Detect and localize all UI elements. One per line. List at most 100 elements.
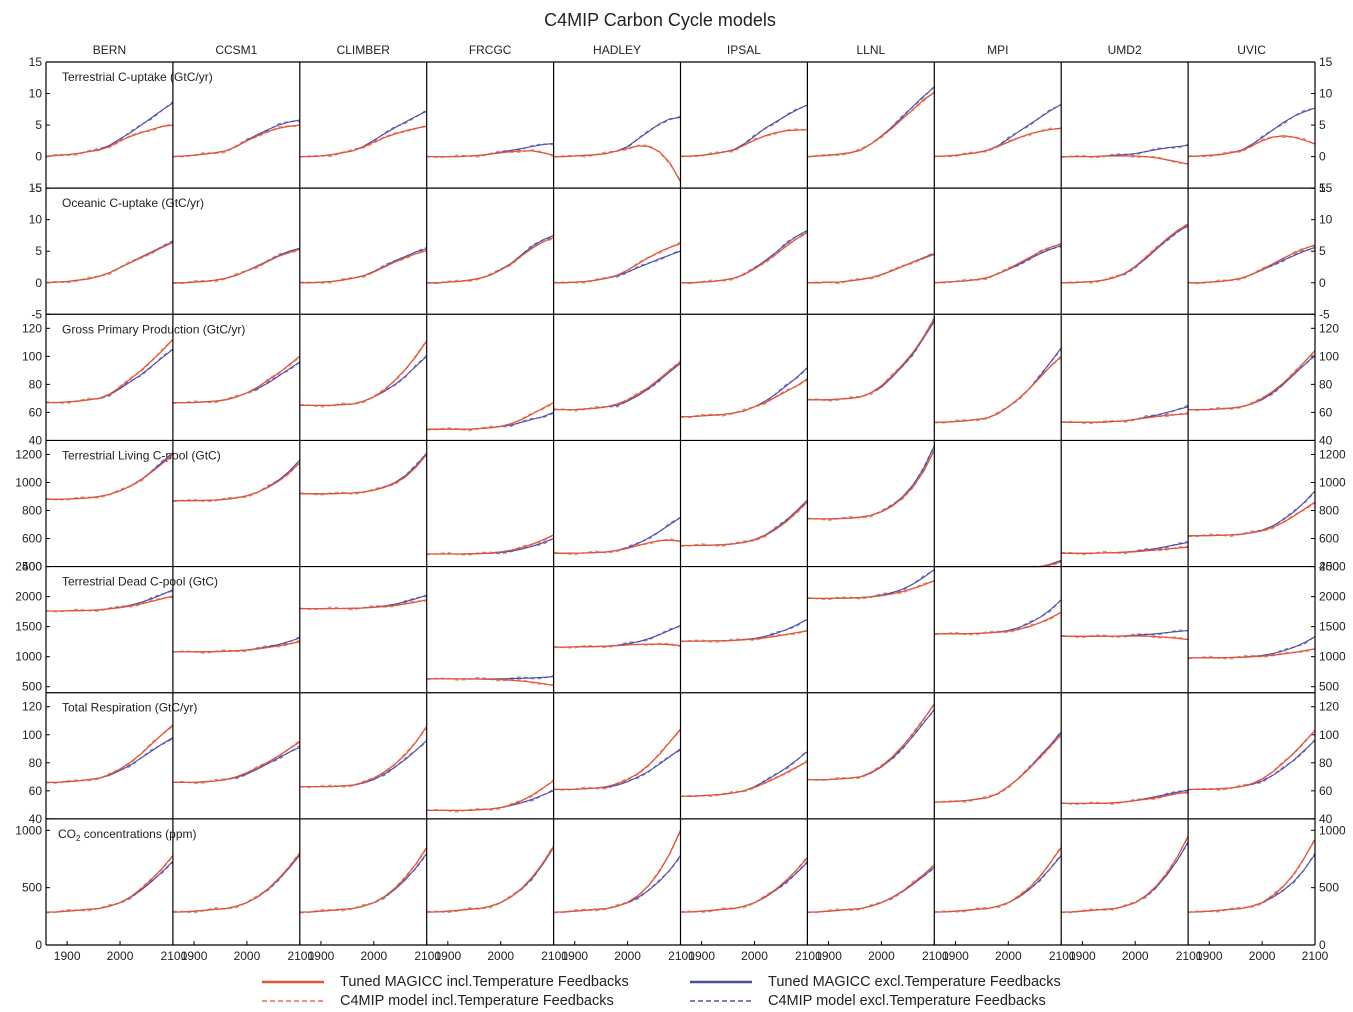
xtick-label: 2100 <box>1302 949 1329 963</box>
xtick-label: 1900 <box>54 949 81 963</box>
row-label-1: Oceanic C-uptake (GtC/yr) <box>62 196 204 210</box>
xtick-label: 2000 <box>107 949 134 963</box>
series-line-c4mip-incl <box>172 852 301 914</box>
xtick-label: 1900 <box>434 949 461 963</box>
series-line-magicc-excl <box>426 847 555 913</box>
ytick-right: 80 <box>1319 756 1333 770</box>
series-line-magicc-excl <box>807 321 935 401</box>
xtick-label: 2100 <box>1176 949 1203 963</box>
ytick-left: 1000 <box>15 475 42 489</box>
series-line-c4mip-excl <box>934 853 1062 913</box>
ytick-left: 100 <box>22 349 42 363</box>
series-line-magicc-incl <box>426 846 555 913</box>
ytick-right: 400 <box>1319 560 1339 574</box>
series-line-magicc-incl <box>934 355 1062 423</box>
series-line-magicc-excl <box>299 739 428 788</box>
ytick-left: 40 <box>29 433 43 447</box>
series-line-magicc-incl <box>934 561 1062 568</box>
ytick-left: 80 <box>29 377 43 391</box>
ytick-left: 15 <box>29 181 43 195</box>
series-line-magicc-incl <box>934 847 1062 913</box>
ytick-right: 500 <box>1319 881 1339 895</box>
series-line-magicc-excl <box>299 852 428 913</box>
ytick-right: 1500 <box>1319 620 1346 634</box>
xtick-label: 2000 <box>1249 949 1276 963</box>
model-header-mpi: MPI <box>987 43 1008 57</box>
series-line-c4mip-incl <box>1061 411 1189 425</box>
series-line-c4mip-excl <box>299 853 428 914</box>
series-line-c4mip-incl <box>45 725 174 784</box>
series-line-c4mip-excl <box>680 860 808 913</box>
series-line-magicc-excl <box>1188 739 1316 790</box>
series-line-magicc-incl <box>1188 135 1316 158</box>
ytick-left: 40 <box>29 812 43 826</box>
ytick-right: 40 <box>1319 433 1333 447</box>
series-line-magicc-incl <box>934 734 1062 803</box>
model-header-frcgc: FRCGC <box>469 43 512 57</box>
series-line-c4mip-incl <box>1188 502 1316 538</box>
ytick-left: 100 <box>22 728 42 742</box>
ytick-left: 80 <box>29 756 43 770</box>
series-line-magicc-incl <box>46 595 174 612</box>
xtick-label: 2100 <box>1049 949 1076 963</box>
series-line-c4mip-excl <box>1188 739 1316 791</box>
xtick-label: 2100 <box>922 949 949 963</box>
ytick-right: 2500 <box>1319 560 1346 574</box>
xtick-label: 1900 <box>181 949 208 963</box>
series-line-magicc-excl <box>45 241 174 284</box>
ytick-right: 10 <box>1319 87 1333 101</box>
series-line-c4mip-incl <box>172 739 301 784</box>
ytick-right: 1000 <box>1319 823 1346 837</box>
series-line-magicc-incl <box>807 253 935 284</box>
series-line-c4mip-excl <box>680 499 808 547</box>
xtick-label: 1900 <box>1069 949 1096 963</box>
series-line-c4mip-excl <box>172 853 301 914</box>
series-line-magicc-excl <box>807 709 935 781</box>
series-line-magicc-incl <box>426 402 554 430</box>
series-line-c4mip-incl <box>172 250 300 284</box>
series-line-c4mip-incl <box>680 128 808 158</box>
xtick-label: 2000 <box>360 949 387 963</box>
series-line-c4mip-incl <box>553 831 682 914</box>
series-line-magicc-incl <box>934 127 1062 158</box>
series-line-magicc-incl <box>553 361 681 411</box>
series-line-magicc-incl <box>299 726 428 788</box>
xtick-label: 1900 <box>688 949 715 963</box>
series-line-c4mip-excl <box>553 516 681 556</box>
ytick-right: 15 <box>1319 181 1333 195</box>
row-label-0: Terrestrial C-uptake (GtC/yr) <box>62 70 213 84</box>
series-line-magicc-incl <box>1061 791 1189 805</box>
row-label-3: Terrestrial Living C-pool (GtC) <box>62 448 221 462</box>
xtick-label: 2100 <box>795 949 822 963</box>
ytick-left: 500 <box>22 881 42 895</box>
series-line-magicc-incl <box>1061 635 1189 641</box>
series-line-c4mip-incl <box>299 848 428 914</box>
series-line-magicc-incl <box>1188 730 1316 791</box>
series-line-magicc-excl <box>1061 225 1189 284</box>
ytick-left: 2500 <box>15 560 42 574</box>
series-line-c4mip-excl <box>934 599 1062 636</box>
series-line-magicc-excl <box>553 250 681 284</box>
xtick-label: 2000 <box>1122 949 1149 963</box>
legend-label: Tuned MAGICC incl.Temperature Feedbacks <box>340 974 629 990</box>
series-line-magicc-incl <box>172 641 300 653</box>
ytick-right: 600 <box>1319 532 1339 546</box>
series-line-magicc-incl <box>46 453 174 500</box>
series-line-magicc-incl <box>299 847 428 913</box>
row-label-5: Total Respiration (GtC/yr) <box>62 701 197 715</box>
series-line-magicc-incl <box>807 864 935 913</box>
xtick-label: 2100 <box>541 949 568 963</box>
row-label-2: Gross Primary Production (GtC/yr) <box>62 322 245 336</box>
series-line-c4mip-excl <box>680 618 808 643</box>
series-line-c4mip-incl <box>1061 837 1189 914</box>
ytick-left: 400 <box>22 560 42 574</box>
series-line-magicc-excl <box>46 737 174 783</box>
xtick-label: 2100 <box>668 949 695 963</box>
ytick-right: 15 <box>1319 55 1333 69</box>
ytick-left: 600 <box>22 532 42 546</box>
series-line-c4mip-incl <box>807 704 935 781</box>
series-line-magicc-incl <box>1061 223 1189 284</box>
row-label-4: Terrestrial Dead C-pool (GtC) <box>62 575 218 589</box>
series-line-magicc-incl <box>553 830 682 913</box>
ytick-right: 120 <box>1319 700 1339 714</box>
